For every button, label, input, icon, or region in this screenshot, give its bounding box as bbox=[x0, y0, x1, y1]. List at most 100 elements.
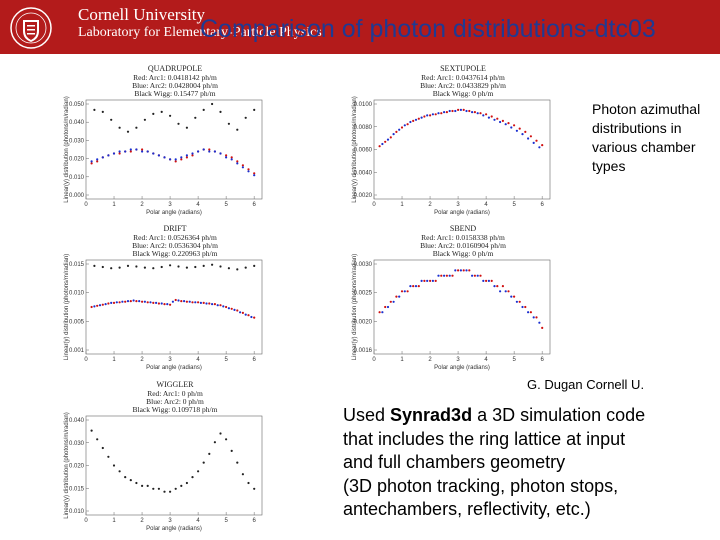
data-point bbox=[392, 300, 395, 303]
data-point bbox=[434, 113, 437, 116]
data-point bbox=[236, 268, 239, 271]
data-point bbox=[535, 139, 538, 142]
data-point bbox=[185, 156, 188, 159]
x-tick-label: 1 bbox=[400, 357, 404, 363]
data-point bbox=[490, 279, 493, 282]
data-point bbox=[451, 109, 454, 113]
data-point bbox=[384, 305, 387, 309]
data-point bbox=[174, 158, 177, 161]
data-point bbox=[493, 118, 496, 121]
data-point bbox=[143, 300, 146, 303]
data-point bbox=[208, 148, 211, 151]
x-axis-label: Polar angle (radians) bbox=[146, 365, 202, 371]
data-point bbox=[473, 274, 476, 277]
data-point bbox=[485, 113, 488, 116]
data-point bbox=[185, 266, 188, 269]
data-point bbox=[247, 168, 250, 171]
data-point bbox=[253, 316, 256, 319]
data-point bbox=[188, 300, 191, 303]
data-point bbox=[135, 126, 138, 129]
data-point bbox=[225, 156, 228, 159]
x-tick-label: 3 bbox=[456, 357, 460, 363]
data-point bbox=[174, 487, 177, 490]
data-point bbox=[141, 484, 144, 487]
data-point bbox=[110, 267, 113, 270]
data-point bbox=[236, 309, 239, 312]
data-point bbox=[513, 124, 516, 127]
data-point bbox=[124, 476, 127, 479]
body-text: Used Synrad3d a 3D simulation code that … bbox=[343, 404, 718, 522]
plot-info-line: Black Wigg: 0.220963 ph/m bbox=[133, 249, 218, 258]
data-point bbox=[225, 305, 228, 309]
data-point bbox=[185, 126, 188, 129]
data-point bbox=[487, 279, 490, 282]
plot-info-line: Blue: Arc2: 0.0428004 ph/m bbox=[132, 81, 218, 90]
data-point bbox=[216, 304, 219, 307]
data-point bbox=[197, 301, 200, 304]
x-tick-label: 6 bbox=[252, 202, 256, 208]
data-point bbox=[135, 300, 138, 303]
data-point bbox=[197, 470, 200, 473]
plot-frame bbox=[373, 259, 551, 355]
data-point bbox=[400, 126, 404, 129]
data-point bbox=[174, 298, 177, 302]
data-point bbox=[476, 112, 479, 115]
y-tick-label: 0.0100 bbox=[354, 102, 373, 108]
data-point bbox=[253, 174, 256, 177]
y-tick-label: 0.0016 bbox=[354, 348, 373, 354]
x-tick-label: 5 bbox=[224, 518, 228, 524]
x-tick-label: 1 bbox=[112, 518, 116, 524]
data-point bbox=[107, 455, 110, 458]
data-point bbox=[146, 484, 149, 487]
data-point bbox=[507, 122, 510, 125]
data-point bbox=[101, 303, 104, 306]
data-point bbox=[101, 156, 104, 159]
data-point bbox=[471, 274, 474, 277]
data-point bbox=[233, 308, 236, 311]
data-point bbox=[211, 263, 214, 266]
y-axis-label: Linear(y) distribution (photons/m/radian… bbox=[352, 254, 358, 360]
data-point bbox=[476, 274, 479, 277]
data-point bbox=[197, 150, 200, 153]
data-point bbox=[126, 130, 130, 133]
side-note: Photon azimuthal distributions in variou… bbox=[592, 101, 701, 174]
plot-frame bbox=[85, 259, 263, 355]
y-tick-label: 0.000 bbox=[69, 193, 85, 199]
data-point bbox=[180, 156, 183, 159]
data-point bbox=[185, 154, 188, 157]
y-tick-label: 0.020 bbox=[69, 157, 85, 163]
data-point bbox=[202, 461, 205, 464]
data-point bbox=[462, 269, 465, 272]
data-point bbox=[211, 102, 214, 106]
data-point bbox=[440, 274, 443, 277]
data-point bbox=[414, 118, 418, 121]
data-point bbox=[191, 301, 194, 304]
plot-info-line: Red: Arc1: 0.0526364 ph/m bbox=[133, 233, 217, 242]
data-point bbox=[191, 154, 194, 157]
data-point bbox=[112, 464, 116, 467]
data-point bbox=[93, 305, 96, 308]
data-point bbox=[152, 301, 155, 304]
data-point bbox=[389, 300, 392, 303]
x-tick-label: 6 bbox=[540, 357, 544, 363]
university-name: Cornell University bbox=[78, 5, 206, 24]
data-point bbox=[96, 304, 99, 307]
data-point bbox=[417, 285, 420, 288]
body-line-4: (3D photon tracking, photon stops, bbox=[343, 475, 619, 496]
body-line-5: antechambers, reflectivity, etc.) bbox=[343, 499, 591, 519]
data-point bbox=[398, 295, 401, 298]
data-point bbox=[93, 264, 96, 267]
data-point bbox=[454, 109, 457, 113]
x-axis-label: Polar angle (radians) bbox=[434, 365, 490, 371]
data-point bbox=[437, 274, 440, 277]
plot-info-line: Blue: Arc2: 0 ph/m bbox=[146, 397, 204, 406]
data-point bbox=[177, 299, 180, 302]
data-point bbox=[96, 160, 99, 163]
data-point bbox=[118, 266, 121, 269]
data-point bbox=[448, 274, 451, 277]
body-line-1: Used Synrad3d a 3D simulation code bbox=[343, 404, 718, 428]
data-point bbox=[163, 303, 166, 306]
plot-info-line: Blue: Arc2: 0.0160904 ph/m bbox=[420, 241, 506, 250]
x-tick-label: 0 bbox=[372, 357, 376, 363]
plot-info-line: Black Wigg: 0.109718 ph/m bbox=[133, 405, 218, 414]
